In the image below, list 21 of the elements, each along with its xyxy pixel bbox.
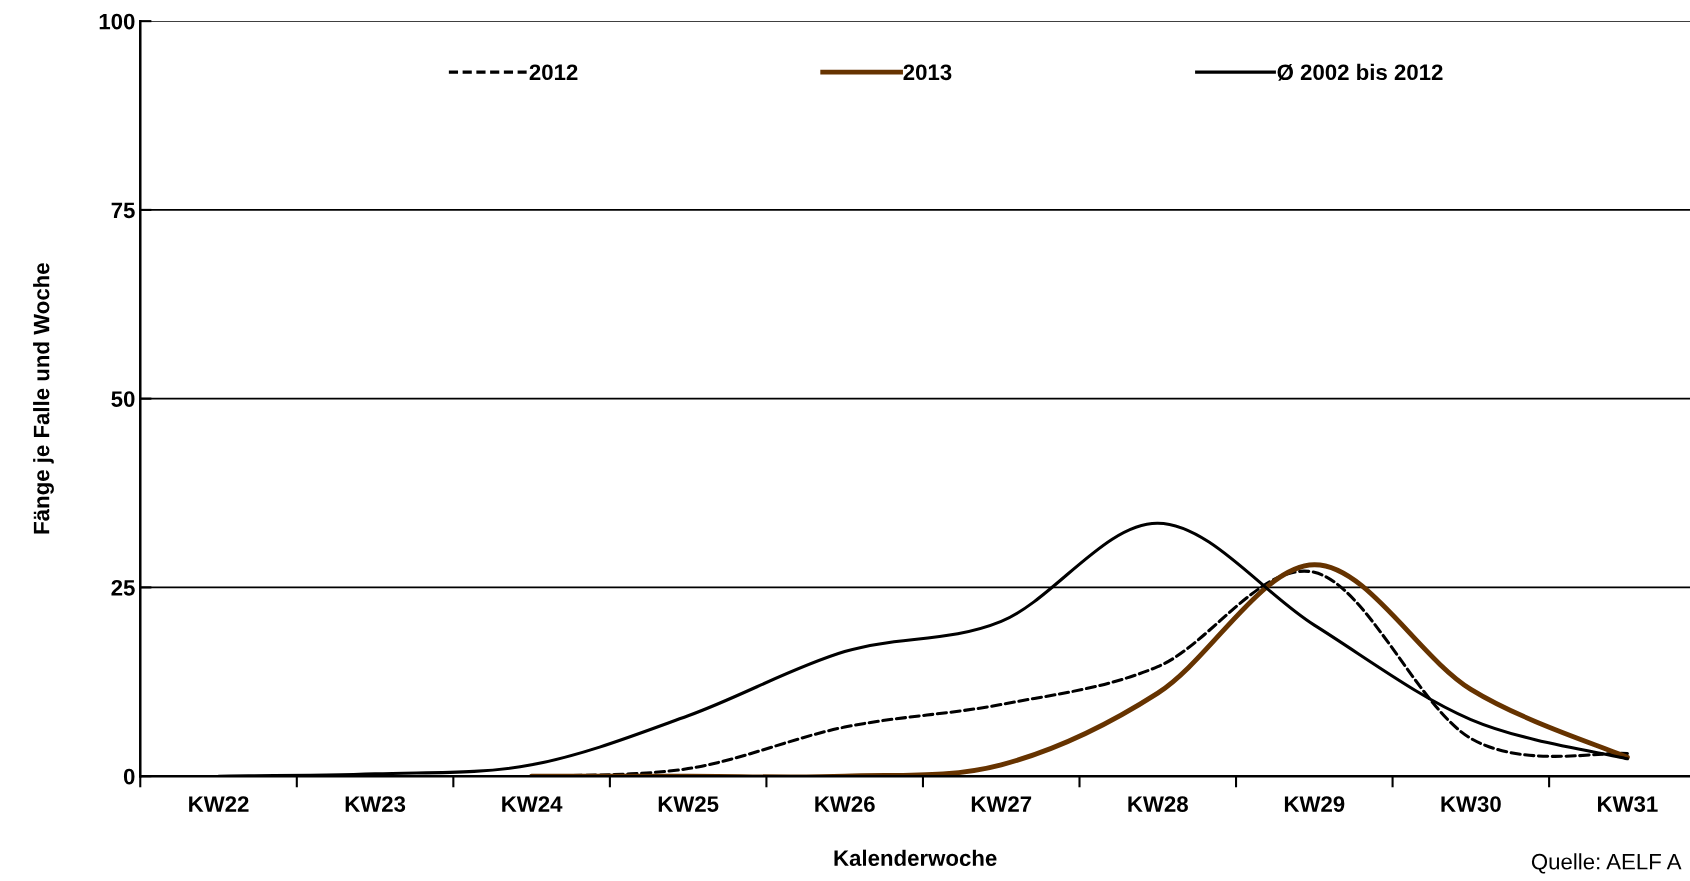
y-axis-title: Fänge je Falle und Woche [33, 263, 54, 534]
y-tick-label: 25 [111, 579, 135, 596]
legend-label: 2013 [903, 64, 952, 81]
x-tick-label: KW23 [345, 796, 406, 812]
x-tick-label: KW26 [815, 796, 875, 812]
x-tick-label: KW22 [189, 796, 249, 812]
y-tick-label: 0 [123, 768, 135, 785]
y-tick-label: 50 [111, 391, 135, 407]
x-tick-label: KW25 [658, 796, 719, 812]
x-axis-title: Kalenderwoche [834, 849, 997, 866]
x-tick-label: KW30 [1441, 796, 1501, 812]
x-tick-label: KW27 [971, 796, 1032, 812]
source-note: Quelle: AELF A [1531, 853, 1682, 874]
x-tick-label: KW31 [1598, 796, 1658, 812]
x-tick-label: KW24 [502, 796, 563, 812]
x-tick-label: KW29 [1284, 796, 1345, 812]
legend-label: 2012 [529, 64, 578, 81]
y-tick-label: 100 [99, 13, 135, 30]
x-tick-label: KW28 [1128, 796, 1188, 812]
y-tick-label: 75 [111, 202, 135, 219]
legend-label: Ø 2002 bis 2012 [1277, 63, 1443, 81]
